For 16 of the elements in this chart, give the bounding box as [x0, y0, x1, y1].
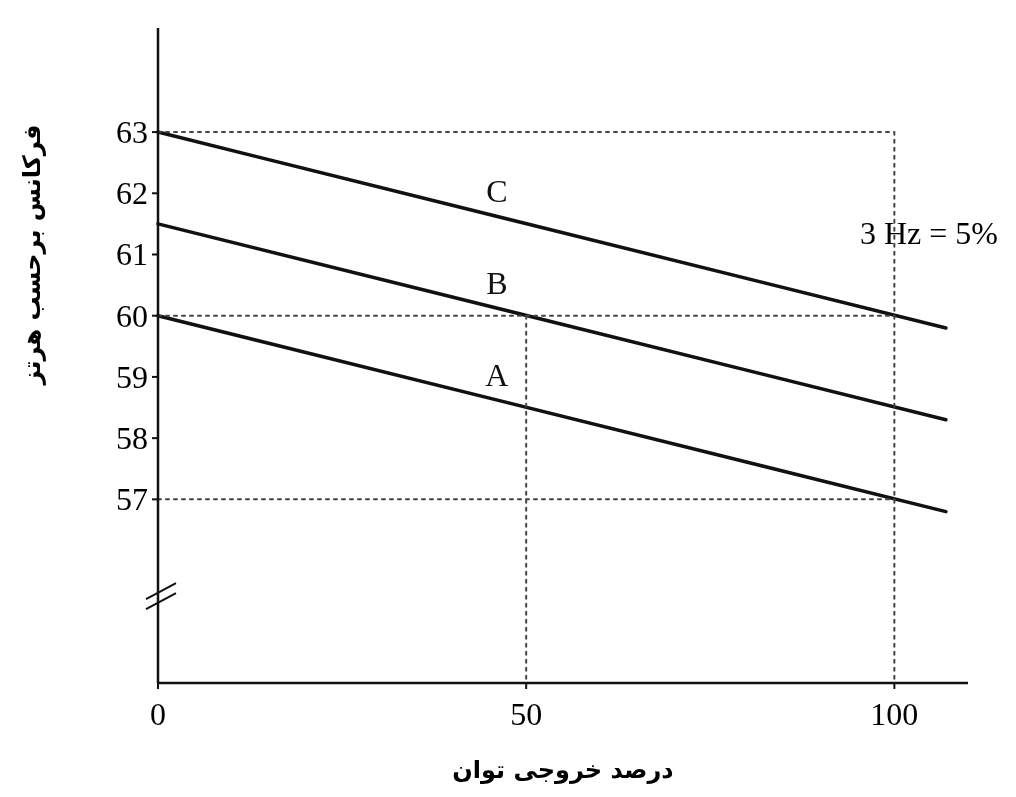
- y-tick-label: 61: [116, 236, 148, 273]
- x-tick-label: 0: [150, 696, 166, 732]
- y-tick-label: 62: [116, 175, 148, 212]
- x-tick-label: 50: [510, 696, 543, 732]
- x-tick-label: 100: [870, 696, 919, 732]
- y-tick-label: 57: [116, 481, 148, 518]
- y-tick-label: 59: [116, 358, 148, 395]
- y-tick-label: 58: [116, 420, 148, 457]
- y-tick-label: 60: [116, 297, 148, 334]
- y-axis-title: فرکانس برحسب هرتز: [18, 124, 46, 386]
- series-label: C: [486, 173, 508, 210]
- x-axis-title: درصد خروجی توان: [452, 756, 674, 784]
- annotation: 3 Hz = 5%: [859, 214, 998, 251]
- series-label: B: [486, 265, 508, 302]
- y-tick-label: 63: [116, 114, 148, 151]
- series-label: A: [485, 356, 509, 393]
